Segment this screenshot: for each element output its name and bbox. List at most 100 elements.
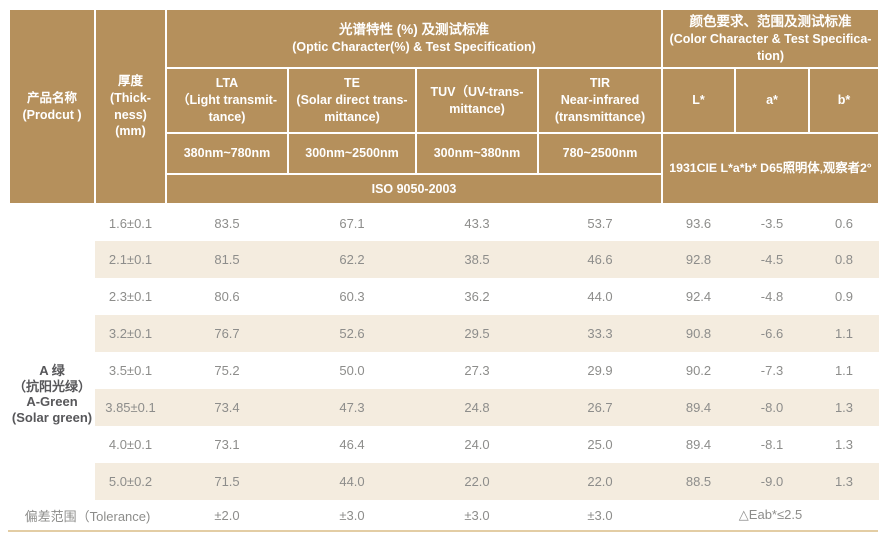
data-cell-te: 50.0 bbox=[339, 363, 365, 378]
header-cie-standard: 1931CIE L*a*b* D65照明体,观察者2° bbox=[661, 132, 880, 205]
data-cell-l: 93.6 bbox=[685, 215, 712, 231]
data-cell-lta: 75.2 bbox=[214, 363, 240, 378]
data-cell-tir: 44.0 bbox=[587, 289, 613, 304]
col-header-tir-line: TIR bbox=[589, 76, 611, 91]
data-cell-a: -9.0 bbox=[735, 463, 809, 500]
data-cell-tir: 22.0 bbox=[538, 463, 662, 500]
data-cell-lta: 73.4 bbox=[166, 389, 288, 426]
tolerance-row: 偏差范围（Tolerance) ±2.0 ±3.0 ±3.0 ±3.0 △Eab… bbox=[9, 500, 879, 530]
data-cell-te: 44.0 bbox=[288, 463, 416, 500]
data-cell-lta: 83.5 bbox=[214, 215, 240, 231]
data-cell-a: -4.5 bbox=[735, 241, 809, 278]
product-name-line: A-Green bbox=[26, 394, 78, 409]
color-group-zh: 颜色要求、范围及测试标准 bbox=[689, 13, 852, 29]
header-product-en: (Prodcut ) bbox=[22, 107, 82, 122]
data-cell-tuv: 29.5 bbox=[416, 315, 538, 352]
col-header-tir: TIR Near-infrared (transmittance) bbox=[537, 67, 663, 134]
data-cell-tir: 26.7 bbox=[538, 389, 662, 426]
range-tir: 780~2500nm bbox=[537, 132, 663, 175]
data-cell-a: -8.1 bbox=[760, 437, 784, 452]
thickness-cell: 3.85±0.1 bbox=[95, 389, 166, 426]
header-product-zh: 产品名称 bbox=[26, 90, 77, 105]
data-cell-l: 92.4 bbox=[685, 289, 712, 304]
thickness-cell: 5.0±0.2 bbox=[95, 463, 166, 500]
tolerance-tuv: ±3.0 bbox=[416, 500, 538, 530]
thickness-cell: 2.3±0.1 bbox=[108, 289, 153, 304]
table-row: 5.0±0.2 71.5 44.0 22.0 22.0 88.5 -9.0 1.… bbox=[9, 463, 879, 500]
col-header-lta-line: （Light transmit- bbox=[177, 93, 277, 108]
table-row: 3.85±0.1 73.4 47.3 24.8 26.7 89.4 -8.0 1… bbox=[9, 389, 879, 426]
data-cell-tuv: 24.8 bbox=[416, 389, 538, 426]
data-cell-l: 89.4 bbox=[662, 389, 735, 426]
data-cell-lta: 73.1 bbox=[214, 437, 240, 452]
col-header-a-star: a* bbox=[734, 67, 810, 134]
header-optic-group: 光谱特性 (%) 及测试标准 (Optic Character(%) & Tes… bbox=[165, 8, 663, 69]
header-thickness-line: ness) bbox=[114, 107, 147, 122]
col-header-tuv: TUV（UV-trans- mittance) bbox=[415, 67, 539, 134]
data-cell-tuv: 38.5 bbox=[416, 241, 538, 278]
thickness-cell: 3.5±0.1 bbox=[108, 363, 153, 378]
data-cell-te: 67.1 bbox=[339, 215, 365, 231]
data-cell-tir: 53.7 bbox=[587, 215, 613, 231]
col-header-tir-line: (transmittance) bbox=[554, 109, 646, 124]
table-row: 3.2±0.1 76.7 52.6 29.5 33.3 90.8 -6.6 1.… bbox=[9, 315, 879, 352]
data-cell-tuv: 43.3 bbox=[464, 215, 490, 231]
header-group-row: 产品名称 (Prodcut ) 厚度 (Thick- ness) (mm) 光谱… bbox=[8, 8, 880, 205]
product-name-line: （抗阳光绿） bbox=[12, 378, 91, 394]
data-cell-tir: 46.6 bbox=[538, 241, 662, 278]
data-cell-b: 1.3 bbox=[809, 463, 879, 500]
data-cell-te: 47.3 bbox=[288, 389, 416, 426]
data-cell-tuv: 24.0 bbox=[464, 437, 490, 452]
range-tuv: 300nm~380nm bbox=[415, 132, 539, 175]
data-cell-tir: 33.3 bbox=[538, 315, 662, 352]
data-cell-b: 1.1 bbox=[834, 363, 854, 378]
thickness-cell: 3.2±0.1 bbox=[95, 315, 166, 352]
data-cell-te: 62.2 bbox=[288, 241, 416, 278]
data-cell-l: 88.5 bbox=[662, 463, 735, 500]
table-row: A 绿 （抗阳光绿） A-Green (Solar green) 1.6±0.1… bbox=[9, 204, 879, 500]
range-lta: 380nm~780nm bbox=[165, 132, 289, 175]
col-header-te-line: TE bbox=[344, 76, 360, 91]
data-cell-a: -4.8 bbox=[760, 289, 784, 304]
color-group-en: tion) bbox=[756, 48, 785, 63]
data-cell-lta: 81.5 bbox=[166, 241, 288, 278]
col-header-te-line: (Solar direct trans- bbox=[296, 93, 408, 108]
col-header-b-star: b* bbox=[808, 67, 880, 134]
thickness-cell: 1.6±0.1 bbox=[108, 215, 153, 231]
data-cell-lta: 76.7 bbox=[166, 315, 288, 352]
thickness-cell: 2.1±0.1 bbox=[95, 241, 166, 278]
data-cell-tuv: 27.3 bbox=[464, 363, 490, 378]
color-group-en: (Color Character & Test Specifica- bbox=[669, 31, 872, 46]
data-cell-l: 90.8 bbox=[662, 315, 735, 352]
col-header-lta: LTA （Light transmit- tance) bbox=[165, 67, 289, 134]
optic-group-zh: 光谱特性 (%) 及测试标准 bbox=[339, 22, 489, 38]
col-header-te-line: mittance) bbox=[324, 109, 380, 124]
header-iso-row: ISO 9050-2003 bbox=[9, 173, 879, 205]
data-cell-b: 1.3 bbox=[834, 437, 854, 452]
table-row: 3.5±0.1 75.2 50.0 27.3 29.9 90.2 -7.3 1.… bbox=[9, 352, 879, 389]
col-header-tir-line: Near-infrared bbox=[560, 93, 640, 108]
tolerance-eab: △Eab*≤2.5 bbox=[662, 500, 879, 530]
header-product: 产品名称 (Prodcut ) bbox=[8, 8, 96, 205]
data-cell-te: 46.4 bbox=[339, 437, 365, 452]
data-cell-l: 90.2 bbox=[685, 363, 712, 378]
range-te: 300nm~2500nm bbox=[287, 132, 417, 175]
product-name-line: (Solar green) bbox=[11, 409, 93, 425]
data-cell-l: 92.8 bbox=[662, 241, 735, 278]
data-cell-a: -8.0 bbox=[735, 389, 809, 426]
header-iso-standard: ISO 9050-2003 bbox=[165, 173, 663, 205]
data-cell-tuv: 22.0 bbox=[416, 463, 538, 500]
table-row: 2.3±0.1 80.6 60.3 36.2 44.0 92.4 -4.8 0.… bbox=[9, 278, 879, 315]
table-row: 2.1±0.1 81.5 62.2 38.5 46.6 92.8 -4.5 0.… bbox=[9, 241, 879, 278]
header-range-row: 380nm~780nm 300nm~2500nm 300nm~380nm 780… bbox=[9, 132, 880, 205]
col-header-te: TE (Solar direct trans- mittance) bbox=[287, 67, 417, 134]
data-cell-tir: 25.0 bbox=[587, 437, 613, 452]
data-cell-b: 1.1 bbox=[809, 315, 879, 352]
data-cell-b: 1.3 bbox=[809, 389, 879, 426]
col-header-l-star: L* bbox=[661, 67, 736, 134]
data-cell-tuv: 36.2 bbox=[464, 289, 490, 304]
tolerance-label: 偏差范围（Tolerance) bbox=[9, 500, 166, 530]
data-cell-b: 0.8 bbox=[809, 241, 879, 278]
tolerance-lta: ±2.0 bbox=[166, 500, 288, 530]
tolerance-te: ±3.0 bbox=[288, 500, 416, 530]
